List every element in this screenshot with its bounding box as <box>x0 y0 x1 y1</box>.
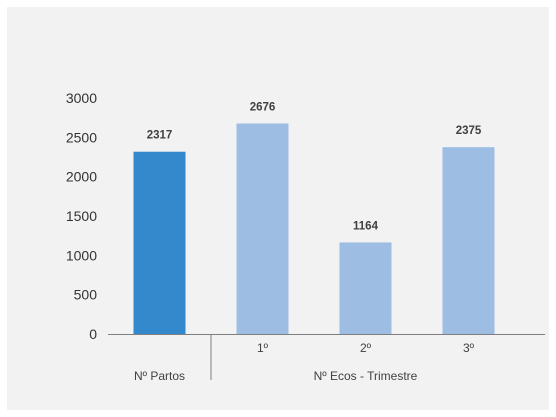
y-tick-label: 3000 <box>66 90 97 106</box>
data-label: 2375 <box>456 125 482 137</box>
y-tick-label: 2500 <box>66 129 97 145</box>
bar <box>133 151 186 334</box>
group-label: Nº Partos <box>134 369 185 383</box>
y-tick-label: 0 <box>89 326 97 342</box>
x-tick-label: 1º <box>257 341 269 355</box>
x-tick-label: 2º <box>360 341 372 355</box>
y-tick-label: 1000 <box>66 247 97 263</box>
y-tick-label: 2000 <box>66 169 97 185</box>
data-label: 1164 <box>353 220 379 232</box>
bar <box>236 123 289 334</box>
y-tick-label: 1500 <box>66 208 97 224</box>
bar <box>339 242 392 334</box>
x-tick-label: 3º <box>463 341 475 355</box>
group-label: Nº Ecos - Trimestre <box>314 369 418 383</box>
data-label: 2317 <box>147 130 173 142</box>
y-axis: 0 500 1000 1500 2000 2500 3000 <box>66 90 97 342</box>
x-axis: 1º 2º 3º Nº Partos Nº Ecos - Trimestre <box>108 334 545 383</box>
bar <box>442 147 495 334</box>
data-label: 2676 <box>250 101 276 113</box>
y-tick-label: 500 <box>74 287 98 303</box>
bars: 2317 2676 1164 2375 <box>133 101 495 334</box>
